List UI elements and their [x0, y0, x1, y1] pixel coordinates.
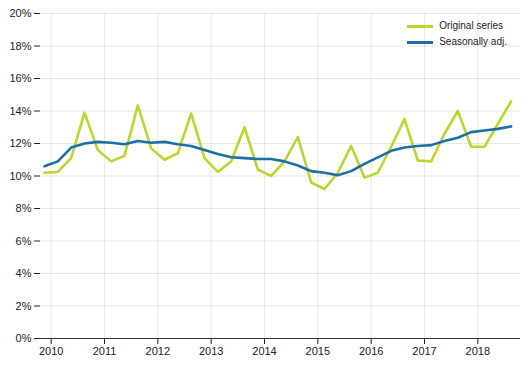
svg-text:16%: 16%: [9, 72, 31, 84]
svg-text:2010: 2010: [39, 345, 63, 357]
svg-text:6%: 6%: [16, 235, 32, 247]
svg-text:2016: 2016: [359, 345, 383, 357]
svg-text:14%: 14%: [9, 105, 31, 117]
svg-text:20%: 20%: [9, 7, 31, 19]
svg-text:18%: 18%: [9, 40, 31, 52]
svg-text:2018: 2018: [466, 345, 490, 357]
svg-text:2013: 2013: [199, 345, 223, 357]
html-text:Original series: Original series: [439, 20, 504, 31]
svg-text:0%: 0%: [16, 332, 32, 344]
svg-text:2012: 2012: [146, 345, 170, 357]
svg-text:10%: 10%: [9, 170, 31, 182]
svg-text:2015: 2015: [306, 345, 330, 357]
html-text:Seasonally adj.: Seasonally adj.: [439, 36, 507, 47]
svg-text:2017: 2017: [412, 345, 436, 357]
svg-text:8%: 8%: [16, 202, 32, 214]
svg-text:2014: 2014: [252, 345, 276, 357]
svg-text:4%: 4%: [16, 267, 32, 279]
svg-text:2011: 2011: [93, 345, 117, 357]
svg-text:12%: 12%: [9, 137, 31, 149]
svg-text:2%: 2%: [16, 300, 32, 312]
